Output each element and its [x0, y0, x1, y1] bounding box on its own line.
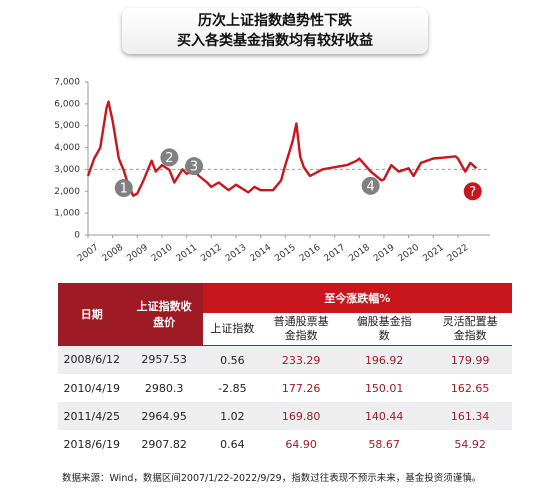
x-tick-label: 2007 [76, 243, 100, 264]
x-tick-label: 2012 [199, 243, 223, 264]
x-tick-label: 2021 [421, 243, 445, 264]
table-cell: -2.85 [218, 381, 247, 395]
annotation-marker [185, 157, 204, 176]
index-line [86, 100, 478, 197]
table-row: 2018/6/19 2907.82 0.64 64.90 58.67 54.92 [58, 430, 512, 458]
y-tick-label: 5,000 [54, 121, 80, 131]
y-tick-label: 0 [74, 231, 80, 241]
annotation-label: 4 [366, 179, 374, 194]
header-cell: 至今涨跌幅% [202, 283, 512, 313]
table-cell: 179.99 [428, 345, 512, 374]
annotation-marker [114, 179, 133, 198]
data-table: 日期 上证指数收盘价 至今涨跌幅% 上证指数 普通股票基金指数 偏股基金指数 灵… [58, 283, 512, 458]
x-tick-label: 2016 [298, 243, 323, 264]
x-tick-label: 2018 [347, 243, 372, 264]
table-cell: 0.64 [220, 437, 245, 451]
x-tick-label: 2020 [397, 243, 422, 264]
table-cell: 233.29 [262, 345, 341, 374]
table-cell: 177.26 [281, 381, 321, 395]
table-cell: 0.56 [202, 345, 263, 374]
title-line: 买入各类基金指数均有较好收益 [177, 33, 373, 49]
table-cell: 2964.95 [125, 402, 203, 430]
subheader-cell: 普通股票基金指数 [262, 313, 341, 346]
table-cell: 2957.53 [125, 345, 203, 374]
header-cell: 日期 [58, 283, 126, 346]
subheader-cell: 上证指数 [202, 313, 263, 346]
table-cell: 2011/4/25 [58, 402, 126, 430]
y-tick-label: 6,000 [54, 99, 80, 109]
table-cell: 161.34 [428, 402, 512, 430]
subheader-cell: 灵活配置基金指数 [428, 313, 512, 346]
table-cell: 2008/6/12 [58, 345, 126, 374]
x-tick-label: 2022 [446, 243, 470, 264]
subheader-cell: 偏股基金指数 [340, 313, 429, 346]
x-tick-label: 2019 [372, 243, 397, 264]
annotation-marker [160, 148, 179, 167]
annotation-marker [463, 182, 482, 201]
table-cell: 1.02 [202, 402, 263, 430]
table-row: 2008/6/12 2957.53 0.56 233.29 196.92 179.99 [58, 345, 512, 374]
table-cell: 196.92 [340, 345, 429, 374]
table-row: 2011/4/25 2964.95 1.02 169.80 140.44 161.34 [58, 402, 512, 430]
table-cell: 169.80 [262, 402, 341, 430]
table-cell: 2980.3 [144, 381, 184, 395]
y-tick-label: 4,000 [54, 143, 80, 153]
table-cell: 2907.82 [141, 437, 187, 451]
x-tick-label: 2013 [224, 243, 248, 264]
y-tick-label: 7,000 [54, 78, 80, 88]
x-tick-label: 2009 [125, 243, 150, 264]
table-cell: 2010/4/19 [63, 381, 120, 395]
footnote: 数据来源：Wind，数据区间2007/1/22-2022/9/29，指数过往表现… [62, 473, 482, 484]
x-tick-label: 2017 [323, 243, 347, 264]
table-cell: 162.65 [450, 381, 490, 395]
chart: 0 1,000 2,000 3,000 4,000 5,000 6,000 7,000 2007… [54, 78, 490, 264]
annotation-marker [361, 176, 380, 195]
annotation-label: 1 [120, 182, 128, 197]
x-tick-label: 2015 [273, 243, 297, 264]
table-cell: 2018/6/19 [63, 437, 120, 451]
x-tick-label: 2014 [249, 243, 274, 264]
annotation-label: 2 [165, 151, 173, 166]
annotation-label: ? [469, 185, 476, 200]
x-tick-label: 2011 [175, 243, 199, 264]
y-tick-label: 1,000 [54, 209, 80, 219]
title-line: 历次上证指数趋势性下跌 [198, 13, 352, 29]
y-tick-label: 2,000 [54, 187, 80, 197]
title-box: 历次上证指数趋势性下跌 买入各类基金指数均有较好收益 [122, 8, 428, 54]
y-tick-label: 3,000 [54, 165, 80, 175]
table-cell: 64.90 [285, 437, 317, 451]
table-cell: 150.01 [364, 381, 404, 395]
table-cell: 54.92 [454, 437, 486, 451]
table-row: 2010/4/19 2980.3 -2.85 177.26 150.01 162.65 [58, 374, 512, 402]
table-cell: 58.67 [368, 437, 400, 451]
table-cell: 140.44 [340, 402, 429, 430]
x-tick-label: 2008 [101, 243, 126, 264]
x-tick-label: 2010 [150, 243, 175, 264]
annotation-label: 3 [190, 160, 198, 175]
header-cell: 上证指数收盘价 [125, 283, 203, 346]
